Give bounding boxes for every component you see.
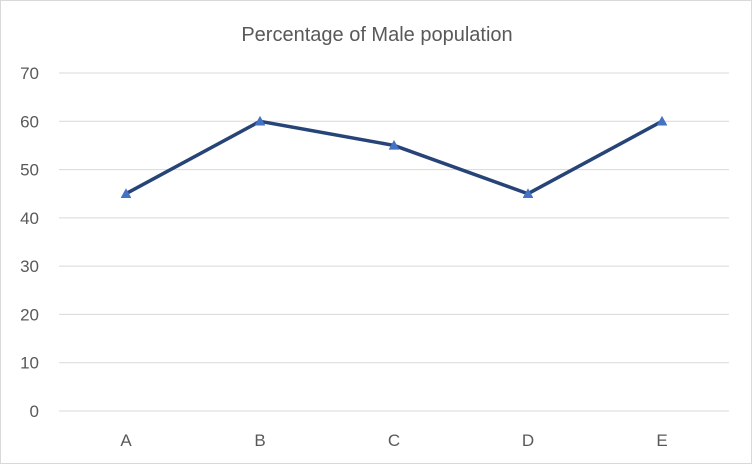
chart-title: Percentage of Male population bbox=[241, 24, 513, 46]
data-point-B bbox=[254, 115, 266, 126]
y-tick-label: 10 bbox=[20, 354, 39, 373]
y-tick-label: 30 bbox=[20, 257, 39, 276]
y-tick-label: 50 bbox=[20, 161, 39, 180]
y-tick-label: 0 bbox=[30, 402, 39, 421]
x-axis-tick-labels: A B C D E bbox=[120, 431, 667, 450]
y-tick-label: 60 bbox=[20, 112, 39, 131]
y-tick-label: 40 bbox=[20, 209, 39, 228]
gridlines bbox=[59, 72, 729, 412]
x-tick-label: D bbox=[522, 431, 534, 450]
x-tick-label: C bbox=[388, 431, 400, 450]
data-point-D bbox=[522, 188, 534, 198]
data-point-E bbox=[656, 115, 668, 126]
x-tick-label: E bbox=[656, 431, 667, 450]
y-tick-label: 20 bbox=[20, 305, 39, 324]
y-tick-label: 70 bbox=[20, 64, 39, 83]
series-line bbox=[125, 119, 663, 196]
x-tick-label: B bbox=[254, 431, 265, 450]
data-point-C bbox=[388, 139, 400, 150]
series-layer bbox=[120, 115, 668, 198]
data-point-A bbox=[120, 188, 132, 198]
y-axis-tick-labels: 0 10 20 30 40 50 60 70 bbox=[20, 64, 39, 421]
x-tick-label: A bbox=[120, 431, 132, 450]
